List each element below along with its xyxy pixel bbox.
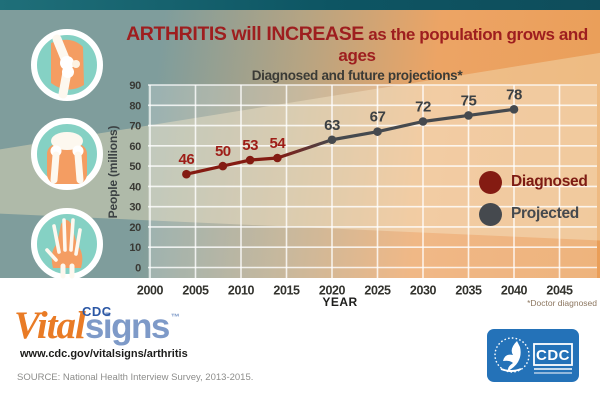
data-point-diagnosed	[273, 153, 282, 163]
diagnosed-legend-dot	[479, 170, 502, 194]
y-tick-label: 70	[129, 121, 141, 133]
hhs-eagle-icon	[503, 341, 521, 371]
legend-item-projected: Projected	[479, 202, 588, 226]
x-tick-label: 2030	[410, 284, 437, 298]
y-tick-label: 60	[129, 141, 141, 153]
series-connector-line	[276, 138, 333, 160]
data-label-diagnosed: 50	[215, 143, 231, 160]
hand-bones-icon	[31, 208, 103, 280]
projected-legend-dot	[479, 202, 502, 226]
cdc-logo-art: CDC	[494, 337, 573, 374]
title-rest: as the population grows and ages	[338, 25, 588, 65]
page-title: ARTHRITIS will INCREASE as the populatio…	[122, 23, 592, 66]
cdc-logo-text: CDC	[536, 347, 570, 364]
vitalsigns-signs-text: signs	[84, 307, 170, 346]
chart-legend: Diagnosed Projected	[479, 170, 588, 234]
x-axis-label: YEAR	[322, 295, 357, 309]
footnote-doctor-diagnosed: *Doctor diagnosed	[527, 298, 597, 308]
chart-subtitle: Diagnosed and future projections*	[251, 67, 463, 83]
y-tick-label: 50	[129, 161, 141, 173]
vitalsigns-vital-text: Vital	[14, 304, 86, 347]
vitalsigns-logo: CDC Vital signs ™	[14, 303, 180, 347]
y-tick-label: 30	[129, 202, 141, 214]
legend-label-projected: Projected	[511, 205, 579, 222]
y-tick-label: 20	[129, 222, 141, 234]
data-point-projected	[327, 135, 337, 145]
data-point-diagnosed	[245, 155, 255, 165]
y-tick-label: 80	[129, 100, 141, 112]
data-label-projected: 78	[506, 86, 522, 103]
y-tick-label: 90	[129, 80, 141, 92]
vitalsigns-cdc-text: CDC	[82, 304, 112, 319]
x-tick-label: 2020	[319, 284, 346, 298]
legend-label-diagnosed: Diagnosed	[511, 173, 588, 190]
x-tick-label: 2035	[455, 284, 482, 298]
data-label-projected: 72	[415, 99, 431, 116]
trademark-symbol: ™	[170, 312, 180, 322]
data-point-projected	[509, 105, 519, 114]
knee-joint-icon	[31, 29, 103, 101]
data-point-projected	[464, 111, 473, 120]
x-tick-label: 2000	[137, 284, 164, 298]
y-axis-label: People (millions)	[106, 125, 120, 218]
x-tick-label: 2010	[228, 284, 255, 298]
vitalsigns-url: www.cdc.gov/vitalsigns/arthritis	[20, 348, 188, 360]
chart-plot-background	[148, 85, 597, 278]
x-tick-label: 2040	[501, 284, 528, 298]
data-label-diagnosed: 46	[179, 151, 195, 168]
data-point-diagnosed	[218, 161, 228, 171]
data-label-projected: 67	[370, 109, 386, 126]
data-point-projected	[373, 127, 382, 136]
data-point-diagnosed	[182, 169, 191, 179]
top-accent-strip	[0, 0, 600, 10]
legend-item-diagnosed: Diagnosed	[479, 170, 588, 194]
chart-title-block: ARTHRITIS will INCREASE as the populatio…	[122, 23, 592, 83]
title-emphasis: ARTHRITIS will INCREASE	[126, 23, 364, 45]
data-label-diagnosed: 54	[270, 135, 287, 152]
data-label-projected: 63	[324, 117, 340, 134]
hip-joint-icon	[31, 118, 103, 190]
y-tick-label: 0	[135, 263, 141, 275]
cdc-hhs-logo: CDC	[487, 329, 579, 382]
data-point-projected	[418, 117, 428, 126]
series-line-diagnosed	[186, 156, 278, 176]
x-tick-label: 2045	[546, 284, 573, 298]
y-tick-label: 10	[129, 242, 141, 254]
data-label-diagnosed: 53	[242, 137, 258, 154]
x-tick-label: 2025	[364, 284, 391, 298]
y-tick-label: 40	[129, 181, 141, 193]
source-note: SOURCE: National Health Interview Survey…	[17, 372, 254, 383]
data-label-projected: 75	[461, 92, 477, 109]
x-tick-label: 2015	[273, 284, 300, 298]
x-tick-label: 2005	[182, 284, 209, 298]
